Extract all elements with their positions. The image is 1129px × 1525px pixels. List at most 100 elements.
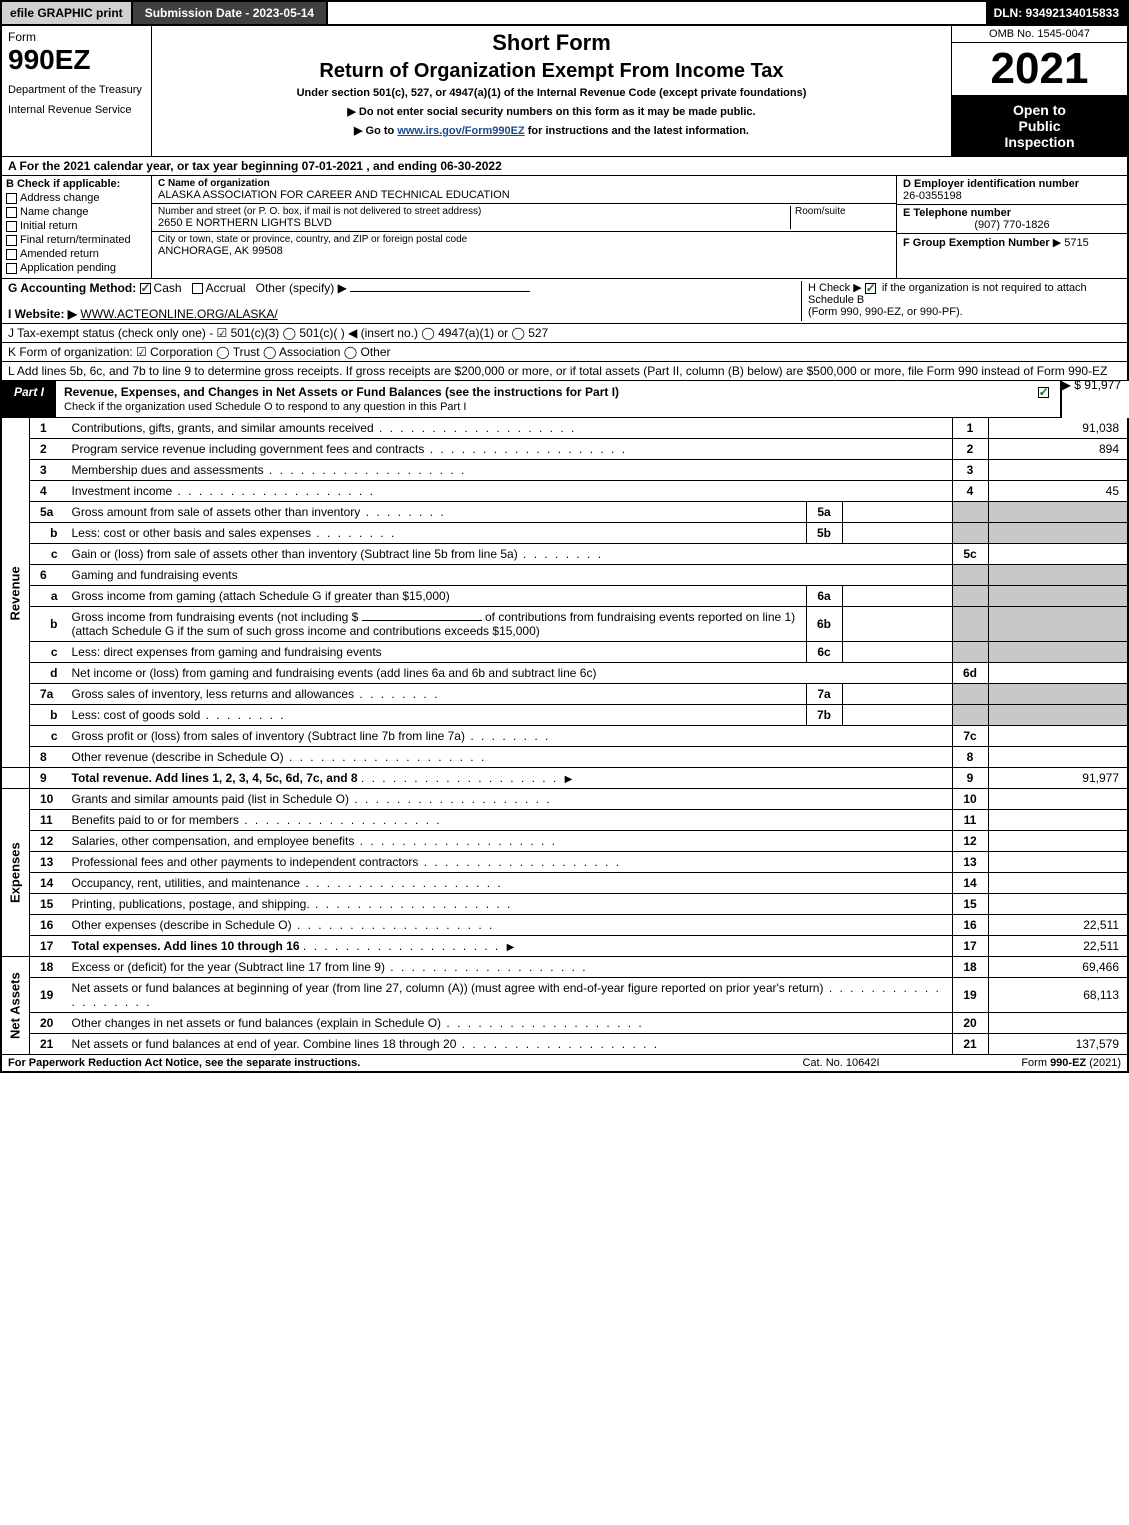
l15-rv xyxy=(988,894,1128,915)
street-value: 2650 E NORTHERN LIGHTS BLVD xyxy=(158,217,790,229)
cash-label: Cash xyxy=(154,281,182,295)
l16-rv: 22,511 xyxy=(988,915,1128,936)
instruction-2: ▶ Go to www.irs.gov/Form990EZ for instru… xyxy=(158,124,945,137)
side-netassets: Net Assets xyxy=(1,957,30,1055)
short-form-title: Short Form xyxy=(158,30,945,56)
header-right: OMB No. 1545-0047 2021 Open to Public In… xyxy=(952,26,1127,156)
line-a-text: A For the 2021 calendar year, or tax yea… xyxy=(8,159,502,173)
website-value: WWW.ACTEONLINE.ORG/ALASKA/ xyxy=(80,307,277,321)
l5a-grey1 xyxy=(952,502,988,523)
other-label: Other (specify) ▶ xyxy=(256,281,347,295)
part-1-tab: Part I xyxy=(2,381,56,417)
accrual-label: Accrual xyxy=(206,281,246,295)
chk-cash[interactable] xyxy=(140,283,151,294)
box-b: B Check if applicable: Address change Na… xyxy=(2,176,152,278)
l7a-num: 7a xyxy=(30,684,66,705)
l21-desc: Net assets or fund balances at end of ye… xyxy=(66,1034,953,1055)
l8-num: 8 xyxy=(30,747,66,768)
form-number: 990EZ xyxy=(8,44,145,76)
chk-amended-return[interactable]: Amended return xyxy=(6,248,147,260)
insp-line3: Inspection xyxy=(956,134,1123,150)
l1-rn: 1 xyxy=(952,418,988,439)
irs-link[interactable]: www.irs.gov/Form990EZ xyxy=(397,125,524,137)
l5b-grey2 xyxy=(988,523,1128,544)
l1-rv: 91,038 xyxy=(988,418,1128,439)
l6a-desc: Gross income from gaming (attach Schedul… xyxy=(66,586,807,607)
omb-number: OMB No. 1545-0047 xyxy=(952,26,1127,43)
l7c-num: c xyxy=(30,726,66,747)
chk-line-h[interactable] xyxy=(865,283,876,294)
l18-rv: 69,466 xyxy=(988,957,1128,978)
l18-num: 18 xyxy=(30,957,66,978)
l6d-rv xyxy=(988,663,1128,684)
l15-num: 15 xyxy=(30,894,66,915)
instruction-1: ▶ Do not enter social security numbers o… xyxy=(158,105,945,118)
l4-rn: 4 xyxy=(952,481,988,502)
l6a-num: a xyxy=(30,586,66,607)
l14-desc: Occupancy, rent, utilities, and maintena… xyxy=(66,873,953,894)
info-block: B Check if applicable: Address change Na… xyxy=(0,176,1129,279)
l6a-bl: 6a xyxy=(806,586,842,607)
box-f: F Group Exemption Number ▶ 5715 xyxy=(897,234,1127,251)
line-i-label: I Website: ▶ xyxy=(8,307,77,321)
l5a-bl: 5a xyxy=(806,502,842,523)
efile-print-label: efile GRAPHIC print xyxy=(2,2,133,24)
part-1-check-text: Check if the organization used Schedule … xyxy=(64,401,466,413)
l12-num: 12 xyxy=(30,831,66,852)
chk-final-return[interactable]: Final return/terminated xyxy=(6,234,147,246)
l7b-grey2 xyxy=(988,705,1128,726)
chk-application-pending[interactable]: Application pending xyxy=(6,262,147,274)
chk-initial-return[interactable]: Initial return xyxy=(6,220,147,232)
l7a-bv xyxy=(842,684,952,705)
l7c-rn: 7c xyxy=(952,726,988,747)
l9-rv: 91,977 xyxy=(988,768,1128,789)
l4-rv: 45 xyxy=(988,481,1128,502)
l20-rn: 20 xyxy=(952,1013,988,1034)
l12-desc: Salaries, other compensation, and employ… xyxy=(66,831,953,852)
l6c-bv xyxy=(842,642,952,663)
part-1-checkbox[interactable] xyxy=(1030,381,1060,417)
org-name: ALASKA ASSOCIATION FOR CAREER AND TECHNI… xyxy=(158,189,890,201)
ein-value: 26-0355198 xyxy=(903,190,1121,202)
line-h-text1: H Check ▶ xyxy=(808,282,862,294)
city-label: City or town, state or province, country… xyxy=(158,234,890,245)
l9-desc: Total revenue. Add lines 1, 2, 3, 4, 5c,… xyxy=(66,768,953,789)
l17-rn: 17 xyxy=(952,936,988,957)
line-l-value: ▶ $ 91,977 xyxy=(1062,378,1121,392)
form-label: Form xyxy=(8,30,145,44)
l17-num: 17 xyxy=(30,936,66,957)
l5a-num: 5a xyxy=(30,502,66,523)
l4-desc: Investment income xyxy=(66,481,953,502)
other-specify-blank[interactable] xyxy=(350,291,530,292)
l8-rn: 8 xyxy=(952,747,988,768)
box-c: C Name of organization ALASKA ASSOCIATIO… xyxy=(152,176,897,278)
l16-num: 16 xyxy=(30,915,66,936)
part-1-header: Part I Revenue, Expenses, and Changes in… xyxy=(0,381,1062,418)
l14-num: 14 xyxy=(30,873,66,894)
subtitle: Under section 501(c), 527, or 4947(a)(1)… xyxy=(158,87,945,99)
l6a-grey2 xyxy=(988,586,1128,607)
l4-num: 4 xyxy=(30,481,66,502)
room-label: Room/suite xyxy=(795,206,890,217)
box-d: D Employer identification number 26-0355… xyxy=(897,176,1127,205)
l3-rv xyxy=(988,460,1128,481)
side-revenue: Revenue xyxy=(1,418,30,768)
l2-desc: Program service revenue including govern… xyxy=(66,439,953,460)
l5a-grey2 xyxy=(988,502,1128,523)
chk-name-change[interactable]: Name change xyxy=(6,206,147,218)
l15-desc: Printing, publications, postage, and shi… xyxy=(66,894,953,915)
l6c-num: c xyxy=(30,642,66,663)
l13-num: 13 xyxy=(30,852,66,873)
part-1-title: Revenue, Expenses, and Changes in Net As… xyxy=(56,381,1030,417)
l6-grey1 xyxy=(952,565,988,586)
line-g-h: G Accounting Method: Cash Accrual Other … xyxy=(0,279,1129,324)
chk-accrual[interactable] xyxy=(192,283,203,294)
l10-desc: Grants and similar amounts paid (list in… xyxy=(66,789,953,810)
l11-num: 11 xyxy=(30,810,66,831)
line-h-text3: (Form 990, 990-EZ, or 990-PF). xyxy=(808,306,963,318)
l12-rn: 12 xyxy=(952,831,988,852)
chk-address-change[interactable]: Address change xyxy=(6,192,147,204)
l18-desc: Excess or (deficit) for the year (Subtra… xyxy=(66,957,953,978)
street-row: Number and street (or P. O. box, if mail… xyxy=(152,204,896,232)
street-label: Number and street (or P. O. box, if mail… xyxy=(158,206,790,217)
